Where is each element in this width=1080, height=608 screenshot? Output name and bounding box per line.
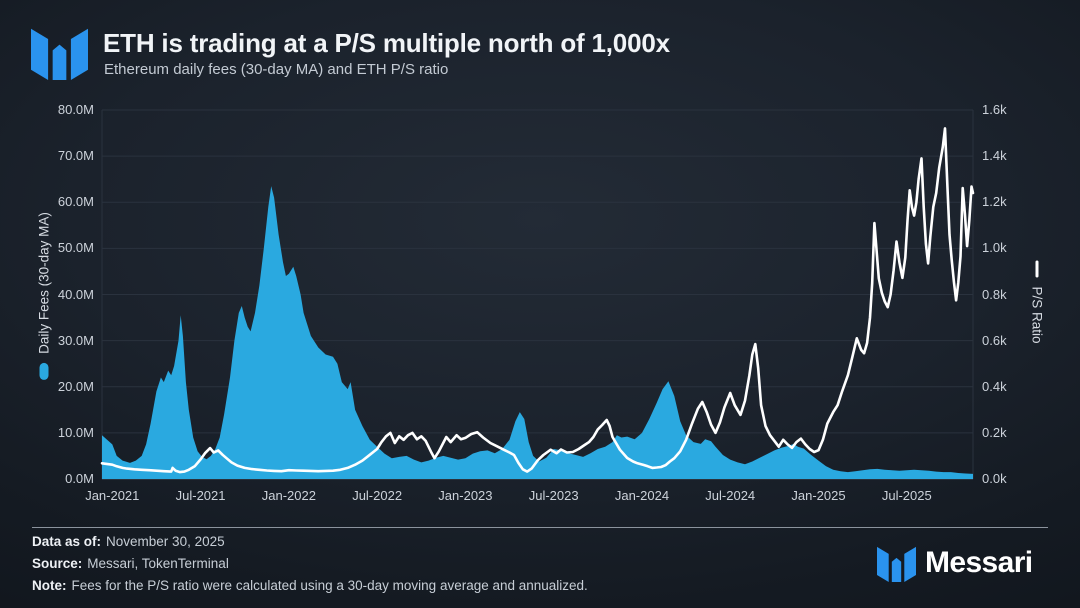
y-right-tick-label: 1.4k [982,148,1007,164]
messari-wordmark: Messari [925,545,1033,579]
x-tick-label: Jul-2022 [352,488,403,503]
y-left-tick-label: 70.0M [57,148,94,164]
y-left-tick-label: 40.0M [57,286,94,302]
source-note: Source: Messari, TokenTerminal [32,556,229,571]
y-right-tick-label: 0.6k [982,332,1007,348]
ps-ratio-legend-swatch-icon [1035,260,1039,278]
y-left-tick-label: 50.0M [57,240,94,256]
source-label: Source: [32,556,83,571]
daily-fees-legend-swatch-icon [39,362,49,380]
y-right-tick-label: 1.2k [982,194,1007,210]
x-tick-label: Jan-2021 [85,488,140,503]
right-axis-legend: P/S Ratio [1029,260,1045,344]
left-axis-title: Daily Fees (30-day MA) [36,212,52,354]
x-tick-label: Jan-2022 [261,488,316,503]
x-tick-label: Jan-2023 [438,488,493,503]
y-right-tick-label: 1.6k [982,102,1007,117]
data-as-of-value: November 30, 2025 [106,534,225,549]
y-left-tick-label: 20.0M [57,378,94,394]
note-label: Note: [32,578,67,593]
y-left-tick-label: 80.0M [57,102,94,117]
y-right-tick-label: 0.8k [982,286,1007,302]
x-tick-label: Jul-2021 [175,488,226,503]
y-right-tick-label: 0.2k [982,424,1007,440]
x-tick-label: Jul-2024 [705,488,756,503]
data-as-of-label: Data as of: [32,534,102,549]
y-left-tick-label: 0.0M [65,471,94,486]
page-subtitle: Ethereum daily fees (30-day MA) and ETH … [104,61,449,78]
ps-ratio-line-series [100,127,975,474]
y-left-tick-label: 30.0M [57,332,94,348]
left-axis-legend: Daily Fees (30-day MA) [37,212,52,380]
right-axis-title: P/S Ratio [1029,286,1045,344]
footer-divider [32,527,1048,528]
data-as-of-note: Data as of: November 30, 2025 [32,534,225,549]
messari-logo-icon [31,28,88,80]
messari-brand-footer: Messari [877,543,1033,582]
y-right-tick-label: 1.0k [982,240,1007,256]
messari-logo-icon [877,546,916,582]
note-value: Fees for the P/S ratio were calculated u… [71,578,588,593]
y-right-tick-label: 0.4k [982,378,1007,394]
daily-fees-area-series [102,186,973,479]
source-value: Messari, TokenTerminal [87,556,229,571]
x-tick-label: Jan-2024 [614,488,670,503]
x-tick-label: Jul-2023 [528,488,579,503]
y-right-tick-label: 0.0k [982,471,1007,486]
x-tick-label: Jul-2025 [881,488,932,503]
x-tick-label: Jan-2025 [791,488,846,503]
page-title: ETH is trading at a P/S multiple north o… [103,28,670,58]
y-left-tick-label: 10.0M [57,424,94,440]
y-left-tick-label: 60.0M [57,194,94,210]
methodology-note: Note: Fees for the P/S ratio were calcula… [32,578,588,593]
